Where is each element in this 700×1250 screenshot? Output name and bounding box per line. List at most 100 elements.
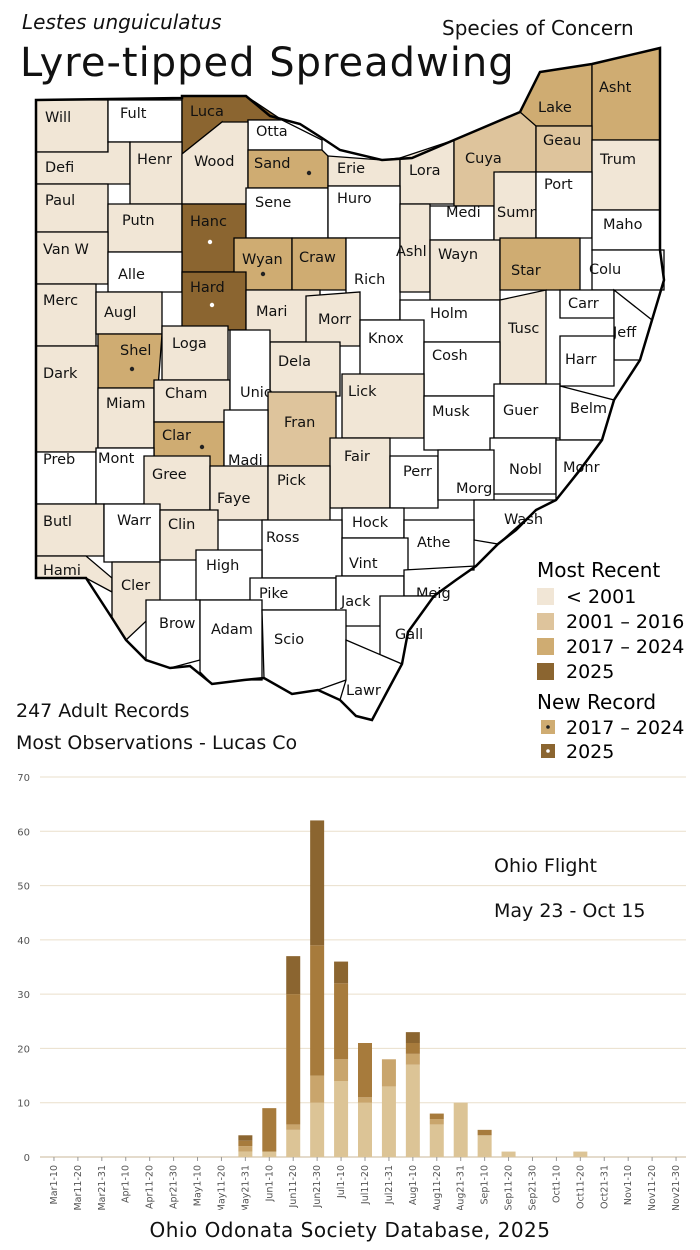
county-musk-label: Musk	[432, 404, 470, 420]
county-brow-label: Brow	[159, 616, 195, 632]
county-will-shape	[35, 99, 109, 153]
y-tick-50: 50	[17, 882, 30, 893]
county-fran: Fran	[267, 391, 337, 467]
county-unio-label: Unio	[240, 385, 273, 401]
x-tick-May11-20: May11-20	[216, 1165, 227, 1210]
county-cosh: Cosh	[423, 341, 501, 397]
bar-Jul1-10-s1	[334, 1059, 349, 1081]
county-faye: Faye	[209, 465, 269, 521]
x-tick-Aug1-10: Aug1-10	[408, 1165, 419, 1205]
bar-Jul21-31-s1	[381, 1059, 396, 1087]
county-high: High	[195, 549, 263, 601]
county-adam-shape	[199, 599, 263, 685]
x-tick-Sep1-10: Sep1-10	[480, 1165, 491, 1204]
bar-Aug1-10-s0	[405, 1064, 420, 1157]
county-port: Port	[535, 171, 593, 239]
county-vint-label: Vint	[349, 556, 378, 572]
county-star: Star	[499, 237, 581, 291]
legend-new-record: 2017 – 2024 2025	[541, 717, 684, 760]
county-cham-label: Cham	[165, 386, 207, 402]
county-summ-label: Summ	[497, 205, 544, 221]
y-tick-60: 60	[17, 827, 30, 838]
county-pick-label: Pick	[277, 473, 306, 489]
county-scio-shape	[261, 609, 347, 695]
x-tick-Nov21-30: Nov21-30	[671, 1165, 682, 1210]
record-count: 247 Adult Records	[16, 700, 190, 722]
bar-Aug1-10-s2	[405, 1043, 420, 1054]
county-colu-shape	[591, 249, 665, 291]
county-van-w-label: Van W	[43, 242, 89, 258]
county-pick: Pick	[267, 465, 331, 525]
county-ross: Ross	[261, 519, 343, 579]
county-lawr-label: Lawr	[346, 683, 381, 699]
y-tick-0: 0	[24, 1153, 30, 1164]
bar-Sep11-20-s0	[501, 1151, 516, 1157]
x-tick-Jun11-20: Jun11-20	[288, 1165, 299, 1208]
flight-period-chart: 0 10 20 30 40 50 60 70 Mar1-10 Mar11-20 Mar21-31 A…	[17, 773, 686, 1210]
county-morg: Morg	[437, 449, 495, 501]
x-tick-Nov11-20: Nov11-20	[647, 1165, 658, 1210]
conservation-status: Species of Concern	[442, 16, 634, 40]
x-tick-Sep21-30: Sep21-30	[527, 1165, 538, 1210]
county-gree-label: Gree	[152, 467, 187, 483]
county-maho-label: Maho	[603, 217, 643, 233]
county-wood: Wood	[181, 121, 249, 205]
county-warr: Warr	[103, 503, 161, 563]
legend-new-marker-y2017_2024	[546, 725, 550, 729]
county-loga-shape	[161, 325, 229, 381]
county-madi-label: Madi	[228, 453, 263, 469]
county-mont: Mont	[95, 447, 155, 505]
county-hock-label: Hock	[352, 515, 389, 531]
county-huro: Huro	[327, 185, 401, 239]
x-tick-Aug21-31: Aug21-31	[456, 1165, 467, 1210]
x-tick-May21-31: May21-31	[240, 1165, 251, 1210]
county-ross-shape	[261, 519, 343, 579]
legend-most-recent: < 2001 2001 – 2016 2017 – 2024 2025	[537, 586, 684, 683]
bar-Jul11-20-s1	[358, 1097, 372, 1103]
county-cosh-label: Cosh	[432, 348, 468, 364]
bar-Jul21-31-s0	[381, 1086, 396, 1157]
county-medi: Medi	[423, 205, 495, 241]
county-unio-shape	[229, 329, 271, 421]
county-knox-shape	[359, 319, 425, 381]
county-belm: Belm	[559, 385, 615, 441]
county-morr: Morr	[305, 291, 361, 347]
county-gree-shape	[143, 455, 211, 511]
county-scio-label: Scio	[274, 632, 304, 648]
x-tick-May1-10: May1-10	[193, 1165, 204, 1206]
county-preb-label: Preb	[43, 452, 75, 468]
x-tick-Mar1-10: Mar1-10	[49, 1165, 60, 1204]
county-sene-label: Sene	[255, 195, 291, 211]
ohio-outline	[34, 46, 666, 722]
county-tusc: Tusc	[499, 289, 547, 385]
county-putn: Putn	[107, 203, 183, 253]
county-van-w-shape	[35, 231, 109, 285]
bar-Jun21-30-s0	[310, 1102, 325, 1157]
x-tick-Jun1-10: Jun1-10	[264, 1165, 275, 1202]
county-asht-label: Asht	[599, 80, 632, 96]
bar-Aug1-10-s3	[405, 1032, 420, 1043]
county-scio: Scio	[261, 609, 347, 695]
county-hard: Hard	[181, 271, 247, 331]
legend-label-y2017_2024: 2017 – 2024	[566, 636, 684, 658]
legend-new-label-y2025: 2025	[566, 741, 614, 760]
flight-annotation-title: Ohio Flight	[494, 855, 597, 877]
county-preb: Preb	[35, 451, 97, 505]
county-knox-label: Knox	[368, 331, 404, 347]
county-colu: Colu	[589, 249, 665, 291]
county-clin-label: Clin	[168, 517, 195, 533]
county-paul: Paul	[35, 183, 109, 233]
county-star-label: Star	[511, 263, 541, 279]
county-sene: Sene	[245, 187, 329, 239]
county-perr-shape	[389, 455, 439, 509]
bar-Aug21-31-s0	[453, 1102, 468, 1157]
county-fult: Fult	[107, 99, 183, 143]
county-cler-shape	[111, 561, 161, 642]
county-sand: Sand	[247, 149, 329, 189]
county-fair-label: Fair	[344, 449, 370, 465]
chart-x-ticks: Mar1-10 Mar11-20 Mar21-31 Apr1-10 Apr11-20 Ap…	[49, 1157, 682, 1210]
county-putn-label: Putn	[122, 213, 155, 229]
x-tick-Mar21-31: Mar21-31	[97, 1165, 108, 1210]
county-cler: Cler	[111, 561, 161, 642]
county-miam: Miam	[97, 387, 155, 449]
